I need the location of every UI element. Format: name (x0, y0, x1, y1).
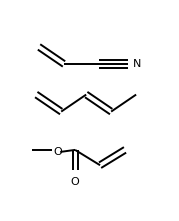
Text: N: N (133, 59, 141, 69)
Text: O: O (71, 177, 79, 187)
Text: O: O (53, 147, 62, 157)
